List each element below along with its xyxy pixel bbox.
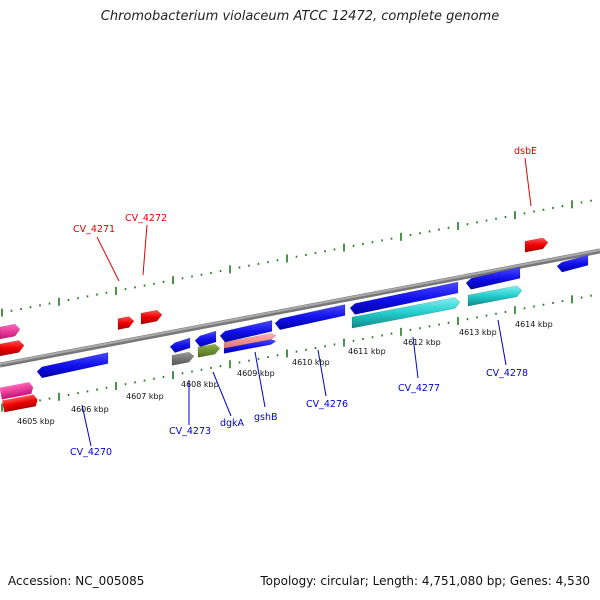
kbp-label: 4608 kbp [181, 380, 219, 389]
gene-pink-left[interactable] [0, 382, 34, 400]
gene-blue-far-right[interactable] [556, 254, 589, 273]
gene-cv4277[interactable] [351, 297, 461, 329]
gene-red-left[interactable] [2, 394, 39, 413]
gene-pink-left[interactable] [0, 323, 21, 340]
kbp-label: 4614 kbp [515, 320, 553, 329]
backbone [0, 248, 600, 368]
gene-cv4270[interactable] [36, 352, 109, 379]
gene-small-blue-1[interactable] [169, 337, 191, 353]
gene-cv4278[interactable] [467, 285, 523, 307]
kbp-label: 4606 kbp [71, 405, 109, 414]
gene-small-blue-2[interactable] [194, 330, 217, 348]
label-cv4277[interactable]: CV_4277 [398, 383, 440, 394]
gene-gshb[interactable] [223, 339, 277, 354]
topology-text: Topology: circular; Length: 4,751,080 bp… [260, 574, 590, 588]
gene-dsbe[interactable] [524, 237, 549, 253]
kbp-label: 4610 kbp [292, 358, 330, 367]
gene-cv4271[interactable] [117, 316, 135, 330]
label-cv4271[interactable]: CV_4271 [73, 224, 115, 235]
kbp-labels: 4605 kbp 4606 kbp 4607 kbp 4608 kbp 4609… [17, 320, 553, 426]
gene-blue-right[interactable] [465, 266, 521, 290]
kbp-label: 4607 kbp [126, 392, 164, 401]
gene-features [0, 382, 39, 413]
label-cv4273[interactable]: CV_4273 [169, 426, 211, 437]
kbp-label: 4609 kbp [237, 369, 275, 378]
labels-layer: CV_4271 CV_4272 dsbE CV_4270 CV_4273 dgk… [70, 146, 537, 458]
accession-text: Accession: NC_005085 [8, 574, 145, 588]
gene-cv4273[interactable] [171, 351, 195, 366]
label-cv4276[interactable]: CV_4276 [306, 399, 348, 410]
gene-dgka[interactable] [197, 343, 221, 358]
label-cv4278[interactable]: CV_4278 [486, 368, 528, 379]
label-dgka[interactable]: dgkA [220, 418, 245, 429]
upper-tick-row [1, 199, 592, 317]
gene-red-left[interactable] [0, 340, 25, 357]
label-cv4270[interactable]: CV_4270 [70, 447, 112, 458]
gene-cv4272[interactable] [140, 309, 163, 325]
gene-blue-long[interactable] [349, 281, 459, 315]
label-cv4272[interactable]: CV_4272 [125, 213, 167, 224]
genes-layer [0, 237, 589, 379]
gene-salmon[interactable] [223, 333, 277, 349]
kbp-label: 4605 kbp [17, 417, 55, 426]
lower-tick-row [1, 294, 592, 412]
gene-cv4276[interactable] [274, 304, 346, 330]
kbp-label: 4612 kbp [403, 338, 441, 347]
kbp-label: 4611 kbp [348, 347, 386, 356]
kbp-label: 4613 kbp [459, 328, 497, 337]
map-title: Chromobacterium violaceum ATCC 12472, co… [100, 9, 500, 24]
label-dsbe[interactable]: dsbE [514, 146, 537, 157]
gene-blue-mid[interactable] [219, 320, 273, 343]
label-gshb[interactable]: gshB [254, 412, 278, 423]
